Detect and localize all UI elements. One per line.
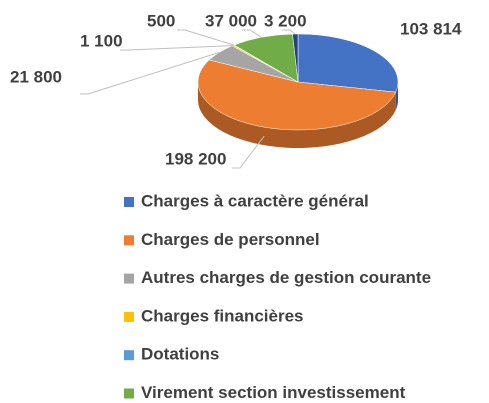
slice-side — [395, 82, 398, 111]
legend-swatch — [124, 388, 134, 399]
value-label: 37 000 — [205, 11, 257, 30]
leader-line — [120, 45, 233, 51]
legend-swatch — [124, 235, 134, 246]
slice — [197, 59, 397, 131]
value-label: 500 — [147, 11, 175, 30]
legend-label: Charges financières — [141, 306, 304, 325]
legend-label: Charges à caractère général — [141, 191, 369, 210]
legend-swatch — [124, 311, 134, 322]
value-label: 21 800 — [10, 67, 62, 86]
slice-side — [198, 82, 396, 148]
legend-label: Autres charges de gestion courante — [141, 268, 431, 287]
leader-line — [242, 29, 262, 38]
leader-line — [177, 29, 235, 46]
value-label: 198 200 — [165, 149, 226, 168]
legend-label: Virement section investissement — [141, 383, 406, 402]
legend-swatch — [124, 197, 134, 207]
slice — [297, 33, 399, 93]
leader-line — [80, 51, 220, 95]
leader-line — [282, 29, 296, 35]
legend-label: Dotations — [141, 345, 219, 364]
value-label: 1 100 — [80, 31, 123, 50]
legend-swatch — [124, 273, 134, 284]
legend-swatch — [124, 350, 134, 361]
leader-line — [232, 135, 265, 169]
legend-label: Charges de personnel — [141, 230, 320, 249]
value-label: 103 814 — [400, 19, 462, 38]
value-label: 3 200 — [264, 11, 307, 30]
